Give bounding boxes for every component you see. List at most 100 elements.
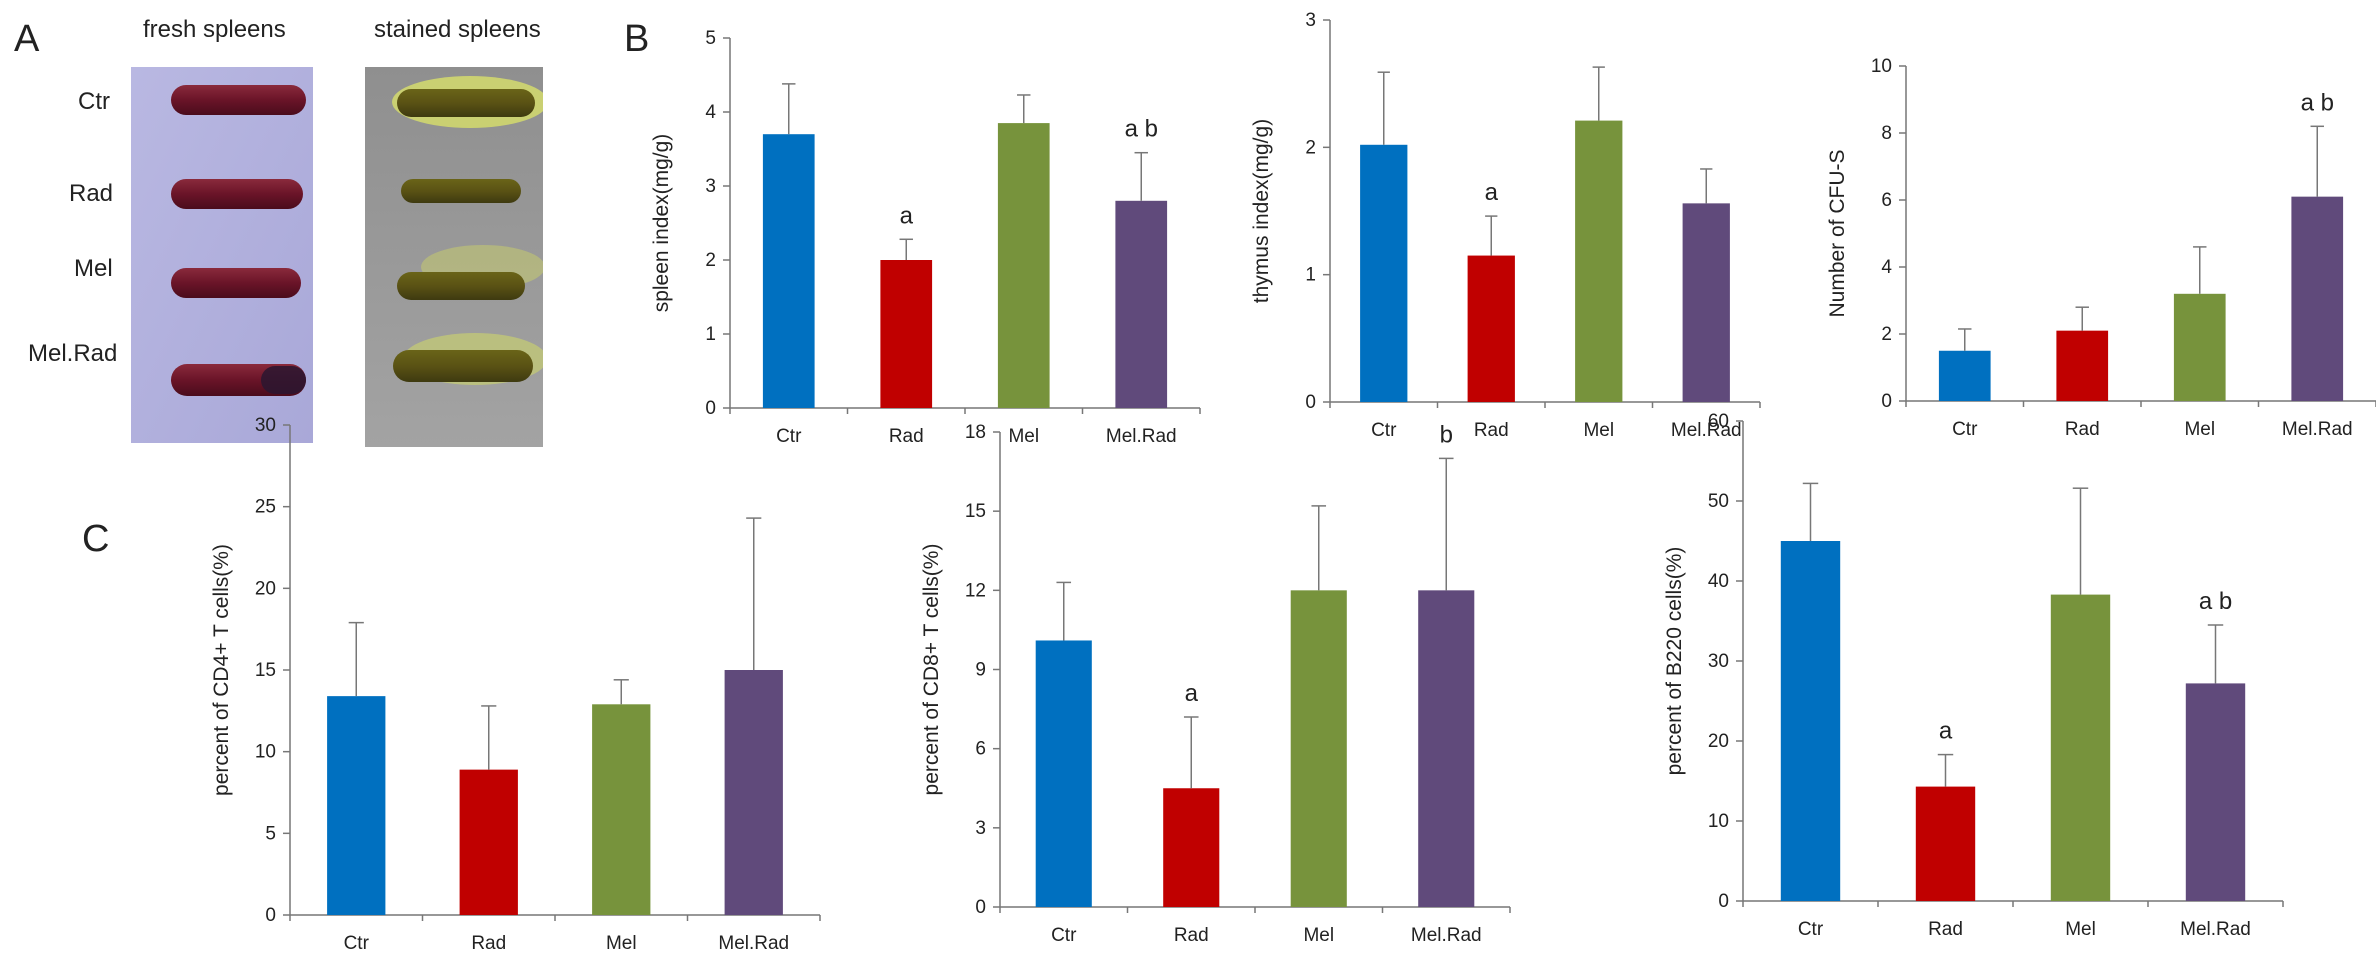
stained-spleen-melrad <box>393 350 533 382</box>
fresh-spleens-title: fresh spleens <box>143 16 286 43</box>
panel-label-a: A <box>14 18 40 60</box>
b220-y-tick-label: 20 <box>1708 731 1729 752</box>
cfus-y-tick-label: 10 <box>1871 56 1892 77</box>
b220-bar-3 <box>2185 683 2246 901</box>
cd8-y-tick-label: 3 <box>975 818 986 839</box>
spleen-x-label-2: Mel <box>1008 426 1039 447</box>
cd4-y-tick-label: 0 <box>265 905 276 926</box>
photo-row-label-rad: Rad <box>69 180 114 207</box>
cfus-bar-1 <box>2056 330 2109 401</box>
photo-row-label-ctr: Ctr <box>78 88 110 115</box>
b220-bar-2 <box>2050 594 2111 901</box>
cfus-x-label-0: Ctr <box>1952 419 1978 440</box>
cd8-y-axis-title: percent of CD8+ T cells(%) <box>920 544 943 796</box>
cd4-y-tick-label: 25 <box>255 497 276 518</box>
thymus-x-label-1: Rad <box>1474 420 1509 441</box>
cfus-x-label-3: Mel.Rad <box>2282 419 2353 440</box>
cfus-y-tick-label: 6 <box>1881 190 1892 211</box>
cd4-bar-3 <box>724 670 783 915</box>
cfus-annotation-3: a b <box>2301 89 2334 116</box>
spleen-bar-2 <box>997 123 1050 408</box>
cd4-bar-0 <box>327 696 386 915</box>
b220-y-tick-label: 60 <box>1708 411 1729 432</box>
b220-x-label-1: Rad <box>1928 919 1963 940</box>
cd8-y-tick-label: 0 <box>975 897 986 918</box>
thymus-x-label-0: Ctr <box>1371 420 1397 441</box>
b220-bar-0 <box>1780 541 1841 901</box>
thymus-bar-2 <box>1575 120 1623 403</box>
thymus-y-tick-label: 3 <box>1305 10 1316 31</box>
fresh-spleens-photo <box>131 67 313 443</box>
b220-x-label-2: Mel <box>2065 919 2096 940</box>
cfus-x-label-2: Mel <box>2184 419 2215 440</box>
cfus-y-tick-label: 8 <box>1881 123 1892 144</box>
thymus-x-label-2: Mel <box>1583 420 1614 441</box>
cd4-y-tick-label: 15 <box>255 660 276 681</box>
cfus-bar-0 <box>1938 350 1991 401</box>
cfus-y-axis-title: Number of CFU-S <box>1826 149 1849 317</box>
cd4-y-tick-label: 30 <box>255 415 276 436</box>
cd8-bar-3 <box>1418 590 1475 907</box>
cd8-bar-0 <box>1035 640 1092 907</box>
cd8-bar-1 <box>1163 788 1220 907</box>
spleen-y-tick-label: 5 <box>705 28 716 49</box>
cfus-y-tick-label: 4 <box>1881 257 1892 278</box>
thymus-y-tick-label: 2 <box>1305 137 1316 158</box>
b220-annotation-1: a <box>1939 718 1953 745</box>
cfus-y-tick-label: 0 <box>1881 391 1892 412</box>
cd4-x-label-0: Ctr <box>344 933 370 954</box>
cd8-annotation-3: b <box>1440 421 1453 448</box>
cfus-y-tick-label: 2 <box>1881 324 1892 345</box>
thymus-y-tick-label: 0 <box>1305 392 1316 413</box>
b220-annotation-3: a b <box>2199 588 2232 615</box>
thymus-annotation-1: a <box>1485 179 1499 206</box>
cd8-y-tick-label: 9 <box>975 660 986 681</box>
cd8-y-tick-label: 18 <box>965 422 986 443</box>
cd4-y-tick-label: 20 <box>255 578 276 599</box>
cd8-x-label-1: Rad <box>1174 925 1209 946</box>
cfus-bar-3 <box>2291 196 2344 401</box>
spleen-annotation-3: a b <box>1125 116 1158 143</box>
b220-y-tick-label: 50 <box>1708 491 1729 512</box>
spleen-annotation-1: a <box>900 202 914 229</box>
cd8-y-tick-label: 15 <box>965 501 986 522</box>
cd4-x-label-2: Mel <box>606 933 637 954</box>
b220-bar-1 <box>1915 786 1976 901</box>
thymus-x-label-3: Mel.Rad <box>1671 420 1742 441</box>
b220-x-label-0: Ctr <box>1798 919 1824 940</box>
panel-label-c: C <box>82 518 110 560</box>
cd4-bar-2 <box>592 704 651 915</box>
cd4-y-tick-label: 10 <box>255 742 276 763</box>
spleen-y-tick-label: 1 <box>705 324 716 345</box>
stained-spleen-ctr <box>397 89 535 117</box>
thymus-y-tick-label: 1 <box>1305 265 1316 286</box>
cd8-x-label-2: Mel <box>1303 925 1334 946</box>
spleen-y-tick-label: 0 <box>705 398 716 419</box>
stained-spleen-mel <box>397 272 525 300</box>
b220-x-label-3: Mel.Rad <box>2180 919 2251 940</box>
b220-y-tick-label: 40 <box>1708 571 1729 592</box>
b220-y-tick-label: 30 <box>1708 651 1729 672</box>
b220-y-axis-title: percent of B220 cells(%) <box>1663 547 1686 776</box>
spleen-y-axis-title: spleen index(mg/g) <box>650 134 673 313</box>
stained-spleens-photo <box>365 67 543 447</box>
cd4-x-label-3: Mel.Rad <box>718 933 789 954</box>
spleen-bar-1 <box>880 260 933 408</box>
cd4-y-tick-label: 5 <box>265 823 276 844</box>
spleen-y-tick-label: 2 <box>705 250 716 271</box>
fresh-spleen-mel <box>171 268 301 298</box>
spleen-y-tick-label: 4 <box>705 102 716 123</box>
cd8-x-label-3: Mel.Rad <box>1411 925 1482 946</box>
panel-label-b: B <box>624 18 650 60</box>
cd4-bar-1 <box>459 769 518 915</box>
thymus-bar-1 <box>1467 255 1515 402</box>
cd8-bar-2 <box>1290 590 1347 907</box>
cd8-y-tick-label: 6 <box>975 739 986 760</box>
cfus-bar-2 <box>2173 293 2226 401</box>
cd4-y-axis-title: percent of CD4+ T cells(%) <box>210 544 233 796</box>
spleen-bar-3 <box>1115 200 1168 408</box>
